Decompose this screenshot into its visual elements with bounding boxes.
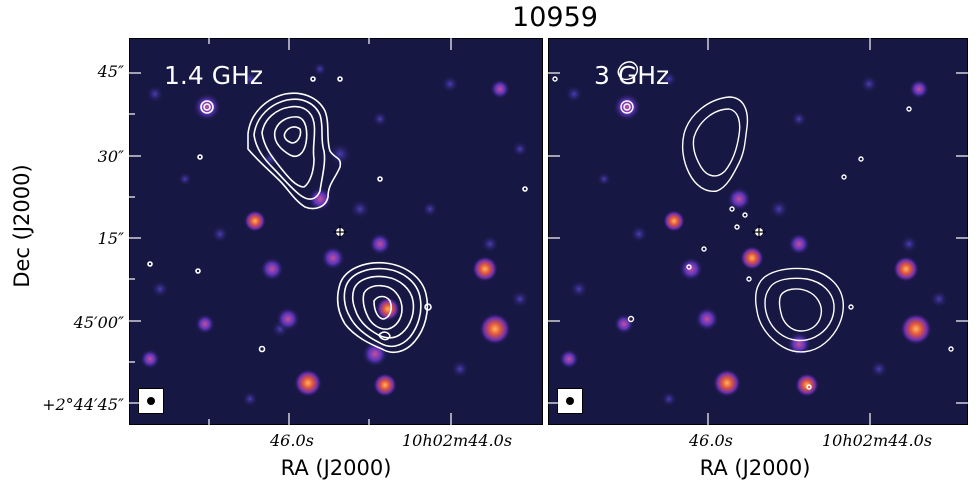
- y-tick-label: 45″: [97, 62, 124, 81]
- y-tick-label: 45′00″: [73, 313, 124, 332]
- beam-icon: [138, 388, 164, 414]
- y-tick-label: 30″: [97, 147, 124, 166]
- figure-title: 10959: [512, 2, 598, 33]
- frequency-label: 3 GHz: [594, 61, 670, 90]
- x-tick-label: 10h02m44.0s: [402, 431, 513, 450]
- y-tick-label: 15″: [97, 229, 124, 248]
- sky-image: [130, 39, 542, 424]
- radio-contours: [552, 61, 954, 390]
- crosshair-icon: [333, 225, 347, 239]
- x-tick-label: 46.0s: [689, 431, 733, 450]
- bright-sources: [613, 93, 932, 397]
- x-tick-label: 46.0s: [270, 431, 314, 450]
- radio-image-panel-1.4ghz: 1.4 GHz: [129, 38, 543, 425]
- y-tick-label: +2°44′45″: [42, 395, 124, 414]
- beam-icon: [557, 388, 583, 414]
- x-axis-label: RA (J2000): [280, 456, 392, 480]
- crosshair-icon: [752, 225, 766, 239]
- radio-image-panel-3ghz: 3 GHz: [548, 38, 968, 425]
- sky-image: [549, 39, 967, 424]
- y-axis-label: Dec (J2000): [10, 164, 34, 288]
- x-tick-label: 10h02m44.0s: [822, 431, 933, 450]
- radio-contours: [147, 76, 528, 354]
- bright-sources: [193, 93, 511, 397]
- faint-sources: [140, 62, 529, 407]
- x-axis-label: RA (J2000): [699, 456, 811, 480]
- frequency-label: 1.4 GHz: [164, 61, 263, 90]
